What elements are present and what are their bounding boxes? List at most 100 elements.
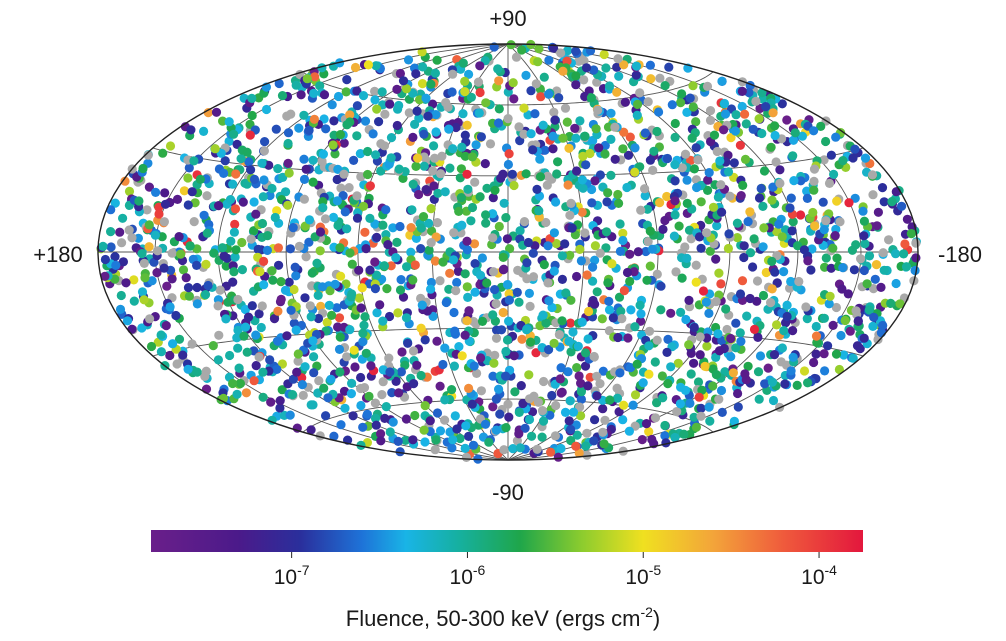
burst-point bbox=[461, 421, 471, 431]
burst-point bbox=[645, 155, 656, 165]
burst-point bbox=[691, 260, 701, 270]
burst-point bbox=[623, 333, 633, 343]
burst-point bbox=[830, 231, 840, 241]
burst-point bbox=[799, 245, 810, 255]
burst-point bbox=[358, 328, 368, 338]
burst-point bbox=[677, 89, 687, 99]
burst-point bbox=[589, 436, 599, 446]
burst-point bbox=[518, 398, 528, 409]
burst-point bbox=[388, 223, 398, 233]
burst-point bbox=[556, 363, 566, 373]
burst-point bbox=[534, 206, 544, 216]
burst-point bbox=[635, 88, 645, 98]
burst-point bbox=[860, 153, 871, 163]
burst-point bbox=[717, 407, 727, 417]
burst-point bbox=[644, 326, 655, 336]
burst-point bbox=[767, 256, 777, 266]
burst-point bbox=[583, 381, 593, 391]
burst-point bbox=[435, 381, 445, 391]
burst-point bbox=[785, 203, 795, 213]
burst-point bbox=[476, 132, 486, 142]
burst-point bbox=[686, 369, 696, 379]
burst-point bbox=[891, 278, 901, 289]
burst-point bbox=[504, 295, 514, 305]
burst-point bbox=[702, 228, 712, 238]
burst-point bbox=[236, 154, 246, 164]
burst-point bbox=[515, 226, 525, 236]
burst-point bbox=[231, 245, 241, 255]
burst-point bbox=[475, 61, 485, 71]
burst-point bbox=[474, 108, 484, 118]
burst-point bbox=[346, 389, 356, 399]
burst-point bbox=[558, 133, 568, 143]
burst-point bbox=[352, 191, 362, 201]
burst-point bbox=[544, 296, 554, 306]
burst-point bbox=[257, 218, 268, 229]
burst-point bbox=[708, 381, 718, 391]
burst-point bbox=[237, 237, 247, 248]
burst-point bbox=[294, 241, 304, 251]
burst-point bbox=[378, 316, 388, 326]
burst-point bbox=[679, 429, 689, 439]
burst-point bbox=[287, 390, 298, 400]
burst-point bbox=[491, 425, 501, 435]
burst-point bbox=[273, 306, 283, 316]
burst-point bbox=[886, 298, 896, 308]
burst-point bbox=[551, 239, 562, 249]
burst-point bbox=[318, 149, 328, 159]
burst-point bbox=[288, 223, 298, 233]
burst-point bbox=[195, 174, 205, 184]
burst-point bbox=[689, 322, 699, 333]
burst-point bbox=[247, 93, 257, 103]
burst-point bbox=[590, 241, 601, 251]
burst-point bbox=[184, 163, 194, 173]
burst-point bbox=[680, 149, 691, 159]
burst-point bbox=[457, 142, 467, 152]
burst-point bbox=[504, 149, 514, 159]
burst-point bbox=[484, 437, 494, 447]
burst-point bbox=[582, 428, 592, 438]
burst-point bbox=[541, 318, 551, 328]
burst-point bbox=[775, 178, 785, 188]
burst-point bbox=[688, 102, 698, 112]
burst-point bbox=[307, 268, 317, 278]
burst-point bbox=[377, 87, 387, 97]
burst-point bbox=[689, 412, 699, 422]
burst-point bbox=[229, 129, 239, 139]
burst-point bbox=[488, 310, 498, 320]
burst-point bbox=[643, 97, 653, 107]
burst-point bbox=[625, 249, 635, 259]
burst-point bbox=[460, 87, 470, 97]
burst-point bbox=[729, 416, 740, 426]
burst-point bbox=[333, 220, 343, 231]
burst-point bbox=[522, 325, 532, 335]
burst-point bbox=[662, 347, 672, 357]
burst-point bbox=[768, 395, 779, 406]
burst-point bbox=[273, 164, 283, 174]
burst-point bbox=[571, 80, 581, 90]
burst-point bbox=[840, 315, 850, 326]
burst-point bbox=[321, 411, 331, 421]
burst-point bbox=[520, 423, 530, 433]
burst-point bbox=[522, 258, 532, 268]
burst-point bbox=[539, 376, 549, 387]
burst-point bbox=[576, 394, 587, 404]
burst-point bbox=[711, 254, 721, 264]
burst-point bbox=[271, 124, 281, 134]
burst-point bbox=[239, 331, 249, 341]
burst-point bbox=[179, 186, 189, 196]
burst-point bbox=[445, 268, 455, 278]
burst-point bbox=[409, 379, 419, 389]
burst-point bbox=[144, 182, 154, 192]
burst-point bbox=[835, 217, 845, 227]
burst-point bbox=[491, 394, 501, 404]
burst-point bbox=[758, 290, 769, 301]
burst-point bbox=[443, 102, 453, 112]
burst-point bbox=[586, 93, 597, 103]
burst-point bbox=[467, 202, 478, 213]
burst-point bbox=[309, 352, 319, 362]
burst-point bbox=[578, 151, 588, 161]
burst-point bbox=[615, 219, 625, 229]
burst-point bbox=[619, 400, 629, 410]
burst-point bbox=[203, 108, 213, 118]
